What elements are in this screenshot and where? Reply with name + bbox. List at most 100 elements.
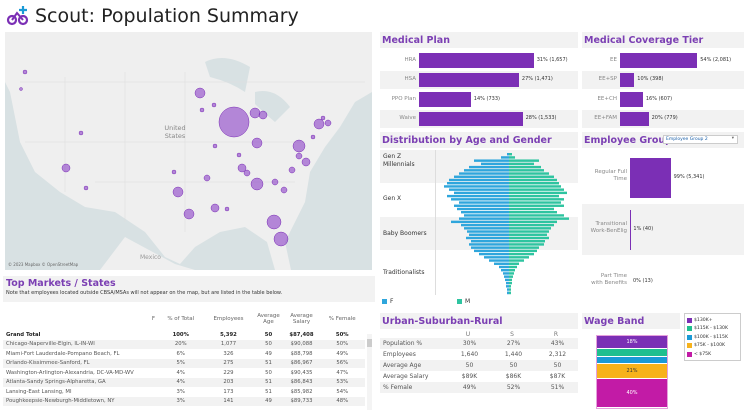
- bar-female[interactable]: [459, 172, 509, 175]
- bar[interactable]: [419, 92, 471, 107]
- bar-female[interactable]: [454, 204, 509, 207]
- bar-male[interactable]: [509, 249, 537, 253]
- grand-total-row[interactable]: Grand Total 100% 5,392 50 $87,408 50%: [3, 330, 365, 340]
- bar-male[interactable]: [509, 240, 545, 243]
- bar-male[interactable]: [509, 159, 539, 162]
- bar-male[interactable]: [509, 220, 557, 224]
- bar-female[interactable]: [484, 256, 509, 259]
- market-bubble[interactable]: [266, 214, 282, 230]
- bar-male[interactable]: [509, 278, 512, 282]
- bar[interactable]: [620, 72, 635, 87]
- bar-female[interactable]: [449, 188, 509, 191]
- market-bubble[interactable]: [19, 87, 23, 91]
- bar-male[interactable]: [509, 169, 544, 172]
- bar-male[interactable]: [509, 285, 511, 288]
- market-bubble[interactable]: [171, 169, 177, 175]
- map[interactable]: United States Mexico © 2023 Mapbox © Ope…: [5, 32, 372, 270]
- bar-male[interactable]: [509, 259, 524, 262]
- bar-row[interactable]: EE+FAM 20% (779): [582, 109, 744, 128]
- bar-male[interactable]: [509, 262, 519, 265]
- bar[interactable]: [419, 111, 523, 126]
- bar-female[interactable]: [474, 159, 509, 162]
- wage-band-segment[interactable]: [597, 348, 667, 357]
- bar-row[interactable]: Part Time with Benefits 0% (13): [582, 256, 744, 307]
- market-bubble[interactable]: [292, 139, 306, 153]
- bar-female[interactable]: [454, 191, 509, 195]
- col-avg-salary[interactable]: Average Salary: [290, 313, 313, 325]
- market-bubble[interactable]: [324, 119, 332, 127]
- market-bubble[interactable]: [310, 134, 316, 140]
- bar-male[interactable]: [509, 246, 539, 249]
- bar-row[interactable]: HRA 31% (1,657): [380, 51, 578, 70]
- bar-male[interactable]: [509, 165, 541, 169]
- market-bubble[interactable]: [78, 130, 84, 136]
- table-row[interactable]: Lansing-East Lansing, MI 3% 173 51 $85,982 54…: [3, 387, 365, 397]
- bar-row[interactable]: Transitional Work-BenElig 1% (40): [582, 204, 744, 255]
- market-bubble[interactable]: [237, 163, 247, 173]
- bar-male[interactable]: [509, 291, 511, 294]
- table-row[interactable]: Chicago-Naperville-Elgin, IL-IN-WI 20% 1,0…: [3, 339, 365, 349]
- market-bubble[interactable]: [251, 137, 263, 149]
- map-attribution[interactable]: © 2023 Mapbox © OpenStreetMap: [8, 262, 79, 267]
- bar-male[interactable]: [509, 188, 564, 191]
- bar-female[interactable]: [469, 243, 509, 246]
- bar-row[interactable]: EE+SP 10% (398): [582, 70, 744, 89]
- col-avg-age[interactable]: Average Age: [257, 313, 280, 325]
- employee-group-dropdown[interactable]: Employee Group 2 ▾: [663, 135, 738, 144]
- bar[interactable]: [620, 111, 649, 126]
- legend-f[interactable]: F: [382, 298, 393, 305]
- bar-male[interactable]: [509, 288, 511, 291]
- wage-legend-item[interactable]: $115K - $130K: [687, 325, 738, 334]
- market-bubble[interactable]: [249, 107, 261, 119]
- bar-male[interactable]: [509, 178, 557, 182]
- bar-male[interactable]: [509, 175, 554, 178]
- bar-male[interactable]: [509, 252, 534, 256]
- col-pct-female[interactable]: % Female: [328, 316, 356, 322]
- bar-female[interactable]: [481, 162, 509, 166]
- market-bubble[interactable]: [61, 163, 71, 173]
- bar[interactable]: [419, 72, 519, 87]
- bar-male[interactable]: [509, 236, 549, 240]
- bar-male[interactable]: [509, 230, 549, 233]
- wage-legend-item[interactable]: $100K - $115K: [687, 333, 738, 342]
- bar-male[interactable]: [509, 162, 534, 166]
- market-bubble[interactable]: [295, 152, 303, 160]
- bar-male[interactable]: [509, 172, 549, 175]
- market-bubble[interactable]: [243, 169, 251, 177]
- bar-female[interactable]: [474, 249, 509, 253]
- bar-male[interactable]: [509, 156, 515, 159]
- market-bubble[interactable]: [288, 166, 296, 174]
- bar-female[interactable]: [471, 240, 509, 243]
- col-employees[interactable]: Employees: [213, 316, 244, 322]
- bar-female[interactable]: [501, 269, 509, 272]
- bar-male[interactable]: [509, 265, 517, 269]
- bar-female[interactable]: [467, 230, 509, 233]
- map-canvas[interactable]: [5, 32, 372, 270]
- bar-female[interactable]: [507, 291, 509, 294]
- market-bubble[interactable]: [224, 206, 230, 212]
- table-row[interactable]: Orlando-Kissimmee-Sanford, FL 5% 275 51 $86,…: [3, 358, 365, 368]
- bar[interactable]: [630, 157, 671, 198]
- bar-female[interactable]: [494, 262, 509, 265]
- wage-band-segment[interactable]: 40%: [597, 379, 667, 408]
- bar-male[interactable]: [509, 275, 513, 278]
- market-bubble[interactable]: [218, 106, 250, 138]
- table-row[interactable]: Miami-Fort Lauderdale-Pompano Beach, FL 6…: [3, 349, 365, 359]
- market-bubble[interactable]: [258, 110, 268, 120]
- wage-legend-item[interactable]: $130K+: [687, 316, 738, 325]
- bar-male[interactable]: [509, 272, 514, 275]
- bar-male[interactable]: [509, 194, 559, 198]
- bar-female[interactable]: [505, 278, 509, 282]
- market-bubble[interactable]: [273, 231, 289, 247]
- market-bubble[interactable]: [236, 152, 242, 158]
- wage-band-segment[interactable]: 18%: [597, 336, 667, 349]
- market-bubble[interactable]: [250, 177, 264, 191]
- bar-female[interactable]: [447, 182, 509, 185]
- table-row[interactable]: Atlanta-Sandy Springs-Alpharetta, GA 4% 20…: [3, 377, 365, 387]
- bar-male[interactable]: [509, 269, 515, 272]
- bar-female[interactable]: [503, 272, 509, 275]
- bar-row[interactable]: Waive 28% (1,533): [380, 109, 578, 128]
- bar-male[interactable]: [509, 204, 564, 207]
- market-bubble[interactable]: [271, 178, 279, 186]
- bar-male[interactable]: [509, 233, 547, 236]
